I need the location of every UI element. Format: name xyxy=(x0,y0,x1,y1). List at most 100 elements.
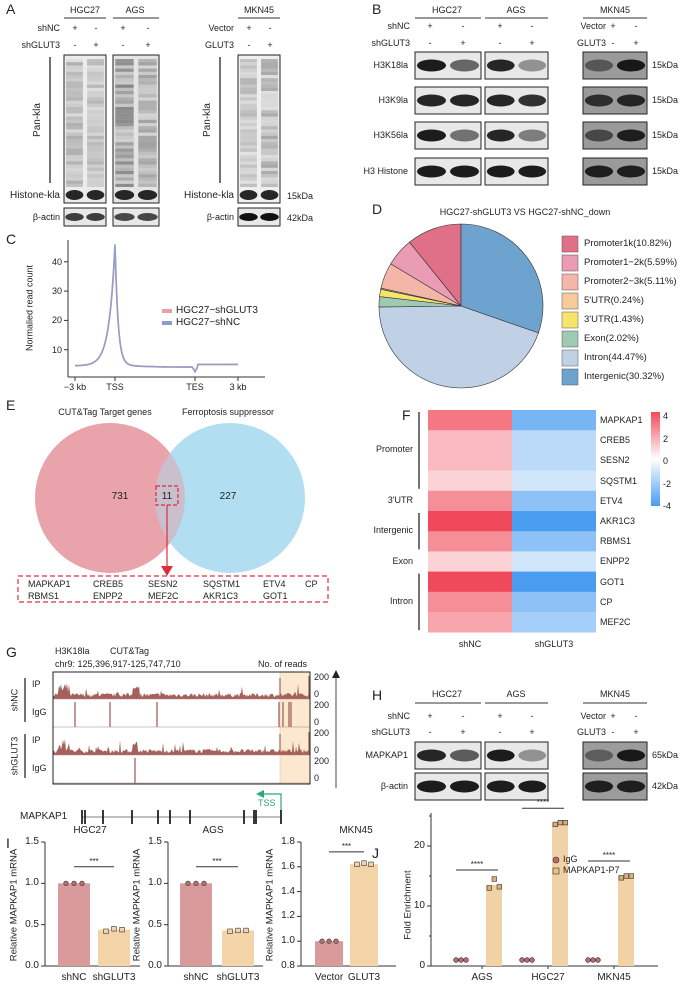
blot-row-label: H3K56la xyxy=(373,130,408,140)
smear-band xyxy=(115,62,134,66)
smear-band xyxy=(66,171,83,175)
smear-band xyxy=(66,151,83,155)
cell-line-header: AGS xyxy=(506,5,526,15)
legend-label: 3'UTR(1.43%) xyxy=(584,314,644,325)
smear-band xyxy=(115,145,134,149)
kda-label: 15kDa xyxy=(652,60,679,70)
protein-band xyxy=(616,94,646,107)
smear-band xyxy=(115,75,134,79)
bar xyxy=(58,883,90,966)
track-mark-label: H3K18la xyxy=(55,646,90,656)
heatmap-cell xyxy=(512,511,596,532)
smear-band xyxy=(115,71,134,75)
blot-b-mkn45 xyxy=(582,121,648,150)
beta-actin-label: β-actin xyxy=(206,212,234,222)
smear-band xyxy=(87,123,104,127)
treatment-sign: + xyxy=(633,727,639,737)
treatment-sign: + xyxy=(246,23,252,33)
smear-band xyxy=(66,158,83,162)
heatmap-cell xyxy=(428,551,512,572)
data-point xyxy=(119,927,125,933)
smear-band xyxy=(87,161,104,165)
heatmap-cell xyxy=(428,612,512,633)
legend-label: Promoter2−3k(5.11%) xyxy=(584,276,677,287)
protein-band xyxy=(86,213,105,221)
blot-frame xyxy=(237,207,281,227)
heatmap-column-label: shGLUT3 xyxy=(534,639,574,650)
beta-actin-label: β-actin xyxy=(32,212,60,222)
protein-band xyxy=(518,94,547,107)
protein-band xyxy=(518,129,547,142)
smear-band xyxy=(138,110,157,114)
chart-title: MKN45 xyxy=(339,825,373,836)
smear-band xyxy=(261,174,278,178)
row-label-glut3: GLUT3 xyxy=(576,38,606,48)
smear-band xyxy=(240,145,257,149)
legend-swatch xyxy=(561,311,579,329)
heatmap-cell xyxy=(428,430,512,451)
smear-band xyxy=(66,62,83,66)
heatmap-cell xyxy=(428,490,512,512)
bar xyxy=(222,930,254,966)
reads-axis-label: No. of reads xyxy=(258,659,308,669)
smear-band xyxy=(138,62,157,66)
cell-line-header: HGC27 xyxy=(431,689,463,699)
y-tick-label: 0.0 xyxy=(25,960,39,971)
treatment-sign: + xyxy=(610,711,616,721)
data-point xyxy=(319,938,325,944)
smear-band xyxy=(261,129,278,133)
smear-band xyxy=(66,110,83,114)
gene-name: SESN2 xyxy=(148,579,178,589)
smear-band xyxy=(115,161,134,165)
tss-arrow-line xyxy=(262,793,282,812)
x-tick-label: GLUT3 xyxy=(347,972,381,983)
heatmap-cell xyxy=(512,591,596,613)
histone-band xyxy=(260,190,279,200)
x-tick-label: shGLUT3 xyxy=(92,972,136,983)
smear-band xyxy=(261,110,278,114)
legend-swatch xyxy=(561,292,579,310)
smear-band xyxy=(87,145,104,149)
group-label: 3'UTR xyxy=(387,494,413,505)
smear-band xyxy=(66,113,83,117)
smear-band xyxy=(66,164,83,168)
y-axis-label: Relative MAPKAP1 mRNA xyxy=(264,848,276,962)
smear-band xyxy=(66,129,83,133)
heatmap-row-label: CREB5 xyxy=(600,435,631,446)
smear-band xyxy=(261,103,278,107)
pie-slice-6 xyxy=(378,305,539,389)
row-label-shglut3: shGLUT3 xyxy=(371,727,410,737)
protein-band xyxy=(449,129,480,142)
heatmap-cell xyxy=(512,571,596,593)
treatment-sign: - xyxy=(428,727,432,737)
smear-band xyxy=(87,183,104,187)
protein-band xyxy=(239,213,258,221)
igg-point xyxy=(585,957,591,963)
smear-band xyxy=(240,62,257,66)
smear-band xyxy=(261,59,278,63)
smear-band xyxy=(261,91,278,95)
legend-label: Exon(2.02%) xyxy=(584,333,639,344)
smear-band xyxy=(66,167,83,171)
smear-band xyxy=(261,167,278,171)
smear-band xyxy=(115,113,134,117)
smear-band xyxy=(261,65,278,69)
gene-name: CP xyxy=(305,579,318,589)
smear-band xyxy=(240,103,257,107)
treatment-sign: + xyxy=(460,727,466,737)
group-label: Exon xyxy=(392,555,413,566)
track-min-label: 0 xyxy=(314,773,320,783)
blot-b-mkn45 xyxy=(582,157,648,186)
protein-band xyxy=(616,749,646,762)
legend-label: HGC27−shNC xyxy=(176,317,241,328)
track-max-label: 200 xyxy=(314,728,330,738)
smear-band xyxy=(66,148,83,152)
smear-band xyxy=(115,81,134,85)
track-min-label: 0 xyxy=(314,717,320,727)
smear-band xyxy=(138,148,157,152)
smear-band xyxy=(115,100,134,104)
gene-name: ETV4 xyxy=(263,579,286,589)
bar xyxy=(98,929,130,966)
smear-band xyxy=(240,110,257,114)
x-tick-label: TSS xyxy=(106,382,124,392)
